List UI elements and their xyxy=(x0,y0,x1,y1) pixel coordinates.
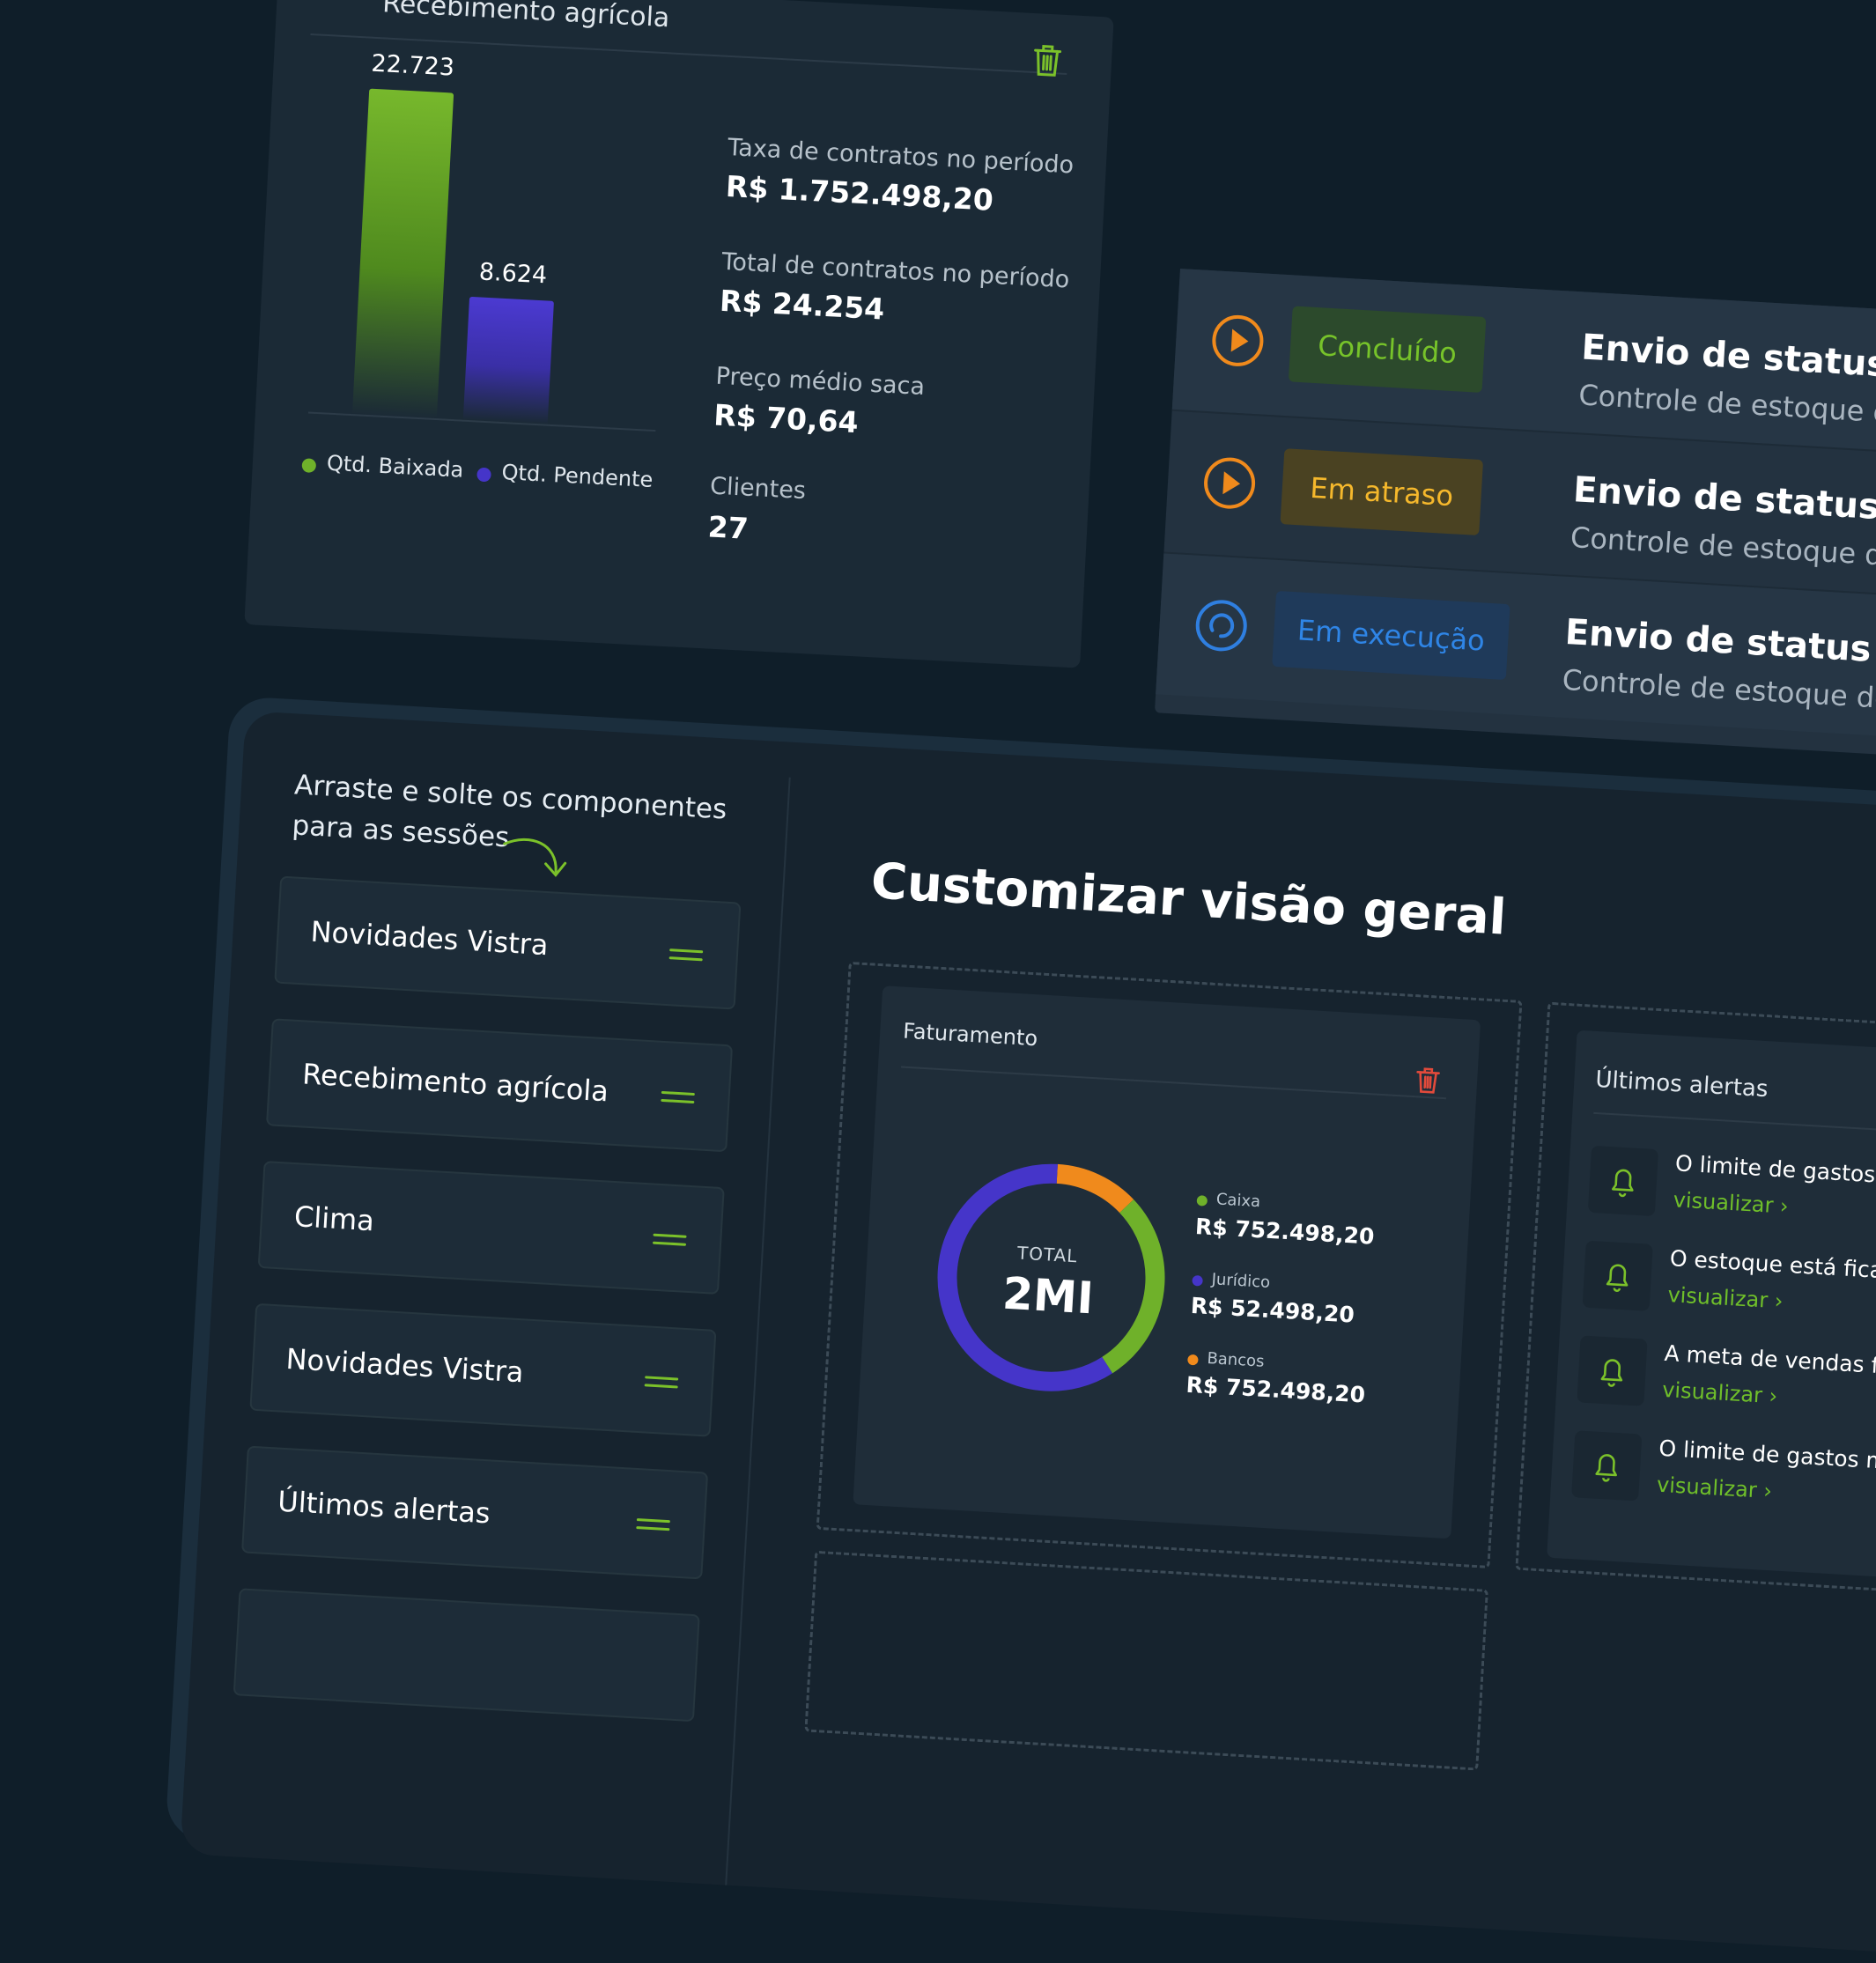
bar-qtd-pendente xyxy=(462,296,554,424)
stat-value: R$ 1.752.498,20 xyxy=(725,168,994,218)
legend-label: Qtd. Pendente xyxy=(500,460,654,493)
donut-chart xyxy=(937,1163,1165,1391)
alert-text: O limite de gastos mens xyxy=(1674,1150,1876,1191)
legend-label: Qtd. Baixada xyxy=(326,450,464,483)
alert-icon-box xyxy=(1577,1335,1648,1406)
legend-dot-green xyxy=(1196,1195,1208,1207)
trash-icon[interactable] xyxy=(1414,1066,1441,1096)
alert-text: A meta de vendas foi alca xyxy=(1663,1339,1876,1383)
draggable-component[interactable]: Clima xyxy=(257,1161,725,1295)
donut-total-label: TOTAL xyxy=(1016,1242,1079,1267)
drop-zone[interactable] xyxy=(804,1550,1488,1771)
status-badge: Concluído xyxy=(1288,306,1487,393)
status-row[interactable]: Em execução Envio de status de Controle … xyxy=(1156,553,1876,741)
status-list: Concluído Envio de status d Controle de … xyxy=(1154,269,1876,758)
status-badge: Em atraso xyxy=(1280,448,1484,536)
play-icon[interactable] xyxy=(1210,313,1266,368)
status-title: Envio de status d xyxy=(1580,327,1876,387)
legend-label: Bancos xyxy=(1206,1349,1266,1371)
status-badge: Em execução xyxy=(1272,590,1510,681)
draggable-component[interactable]: Últimos alertas xyxy=(240,1445,709,1580)
draggable-component[interactable] xyxy=(233,1588,700,1723)
receiving-card-title: Recebimento agrícola xyxy=(381,0,671,34)
drag-handle-icon[interactable] xyxy=(636,1518,670,1532)
alert-icon-box xyxy=(1582,1240,1653,1311)
stat-value: R$ 24.254 xyxy=(719,283,886,327)
billing-widget[interactable]: Faturamento TOTAL 2MI Caixa R$ 752.498,2… xyxy=(853,985,1481,1539)
stat-label: Preço médio saca xyxy=(714,362,926,402)
legend-value: R$ 752.498,20 xyxy=(1185,1371,1366,1408)
donut-total-value: 2MI xyxy=(1001,1267,1096,1325)
stat-value: 27 xyxy=(706,509,750,546)
bell-icon xyxy=(1595,1454,1617,1482)
customize-panel: Arraste e solte os componentes para as s… xyxy=(165,696,1876,1959)
bar-value-label: 22.723 xyxy=(370,49,455,82)
legend-label: Caixa xyxy=(1215,1190,1261,1212)
legend-dot-purple xyxy=(476,467,491,483)
play-icon[interactable] xyxy=(1201,455,1257,511)
drag-handle-icon[interactable] xyxy=(668,948,704,963)
donut-slice-jurídico xyxy=(937,1163,1165,1391)
status-subtitle: Controle de estoque de xyxy=(1569,520,1876,573)
alert-text: O limite de gastos mensa xyxy=(1658,1435,1876,1478)
alert-view-link[interactable]: visualizar › xyxy=(1656,1472,1773,1504)
component-label: Últimos alertas xyxy=(277,1484,491,1531)
legend-dot-green xyxy=(301,458,317,473)
receiving-card: Recebimento agrícola 22.723 8.624 Qtd. B… xyxy=(244,0,1114,668)
alert-view-link[interactable]: visualizar › xyxy=(1672,1187,1790,1219)
drag-handle-icon[interactable] xyxy=(644,1376,679,1390)
component-label: Recebimento agrícola xyxy=(301,1057,609,1109)
alerts-widget[interactable]: Últimos alertas O limite de gastos mens … xyxy=(1547,1029,1876,1590)
bell-icon xyxy=(1612,1169,1634,1198)
trash-icon[interactable] xyxy=(1031,43,1063,78)
customize-panel-inner: Arraste e solte os componentes para as s… xyxy=(180,711,1876,1959)
alert-view-link[interactable]: visualizar › xyxy=(1661,1376,1778,1409)
bar-qtd-baixada xyxy=(351,88,454,419)
status-subtitle: Controle de estoque de xyxy=(1577,378,1876,431)
bell-icon xyxy=(1606,1264,1629,1292)
divider xyxy=(1593,1111,1876,1145)
widget-title: Últimos alertas xyxy=(1594,1066,1769,1103)
alert-text: O estoque está ficando n xyxy=(1669,1245,1876,1287)
loading-icon[interactable] xyxy=(1193,598,1249,653)
legend-dot-purple xyxy=(1192,1274,1203,1287)
alert-icon-box xyxy=(1571,1430,1643,1502)
status-title: Envio de status de xyxy=(1563,611,1876,674)
bar-value-label: 8.624 xyxy=(478,258,548,290)
stat-label: Clientes xyxy=(709,472,807,506)
status-row[interactable]: Em atraso Envio de status d Controle de … xyxy=(1163,411,1876,598)
status-row[interactable]: Concluído Envio de status d Controle de … xyxy=(1171,269,1876,455)
drag-handle-icon[interactable] xyxy=(661,1090,695,1105)
page-title: Customizar visão geral xyxy=(869,852,1508,947)
alert-view-link[interactable]: visualizar › xyxy=(1666,1282,1784,1314)
legend-value: R$ 752.498,20 xyxy=(1194,1214,1376,1250)
draggable-component[interactable]: Recebimento agrícola xyxy=(265,1018,734,1153)
legend-label: Jurídico xyxy=(1211,1270,1271,1293)
status-subtitle: Controle de estoque de d xyxy=(1561,662,1876,717)
component-label: Novidades Vistra xyxy=(284,1341,525,1390)
draggable-component[interactable]: Novidades Vistra xyxy=(274,875,742,1010)
stat-value: R$ 70,64 xyxy=(713,397,860,440)
divider xyxy=(900,1066,1447,1100)
bell-icon xyxy=(1600,1359,1623,1387)
alert-icon-box xyxy=(1587,1145,1659,1217)
curved-arrow-icon xyxy=(503,838,567,877)
drag-handle-icon[interactable] xyxy=(652,1233,687,1248)
legend-value: R$ 52.498,20 xyxy=(1190,1292,1355,1328)
donut-slice-caixa xyxy=(937,1163,1165,1391)
component-label: Clima xyxy=(292,1199,375,1238)
status-title: Envio de status d xyxy=(1571,469,1876,529)
component-label: Novidades Vistra xyxy=(309,914,550,963)
draggable-component[interactable]: Novidades Vistra xyxy=(249,1303,717,1437)
legend-dot-orange xyxy=(1187,1354,1199,1366)
widget-title: Faturamento xyxy=(902,1018,1038,1052)
